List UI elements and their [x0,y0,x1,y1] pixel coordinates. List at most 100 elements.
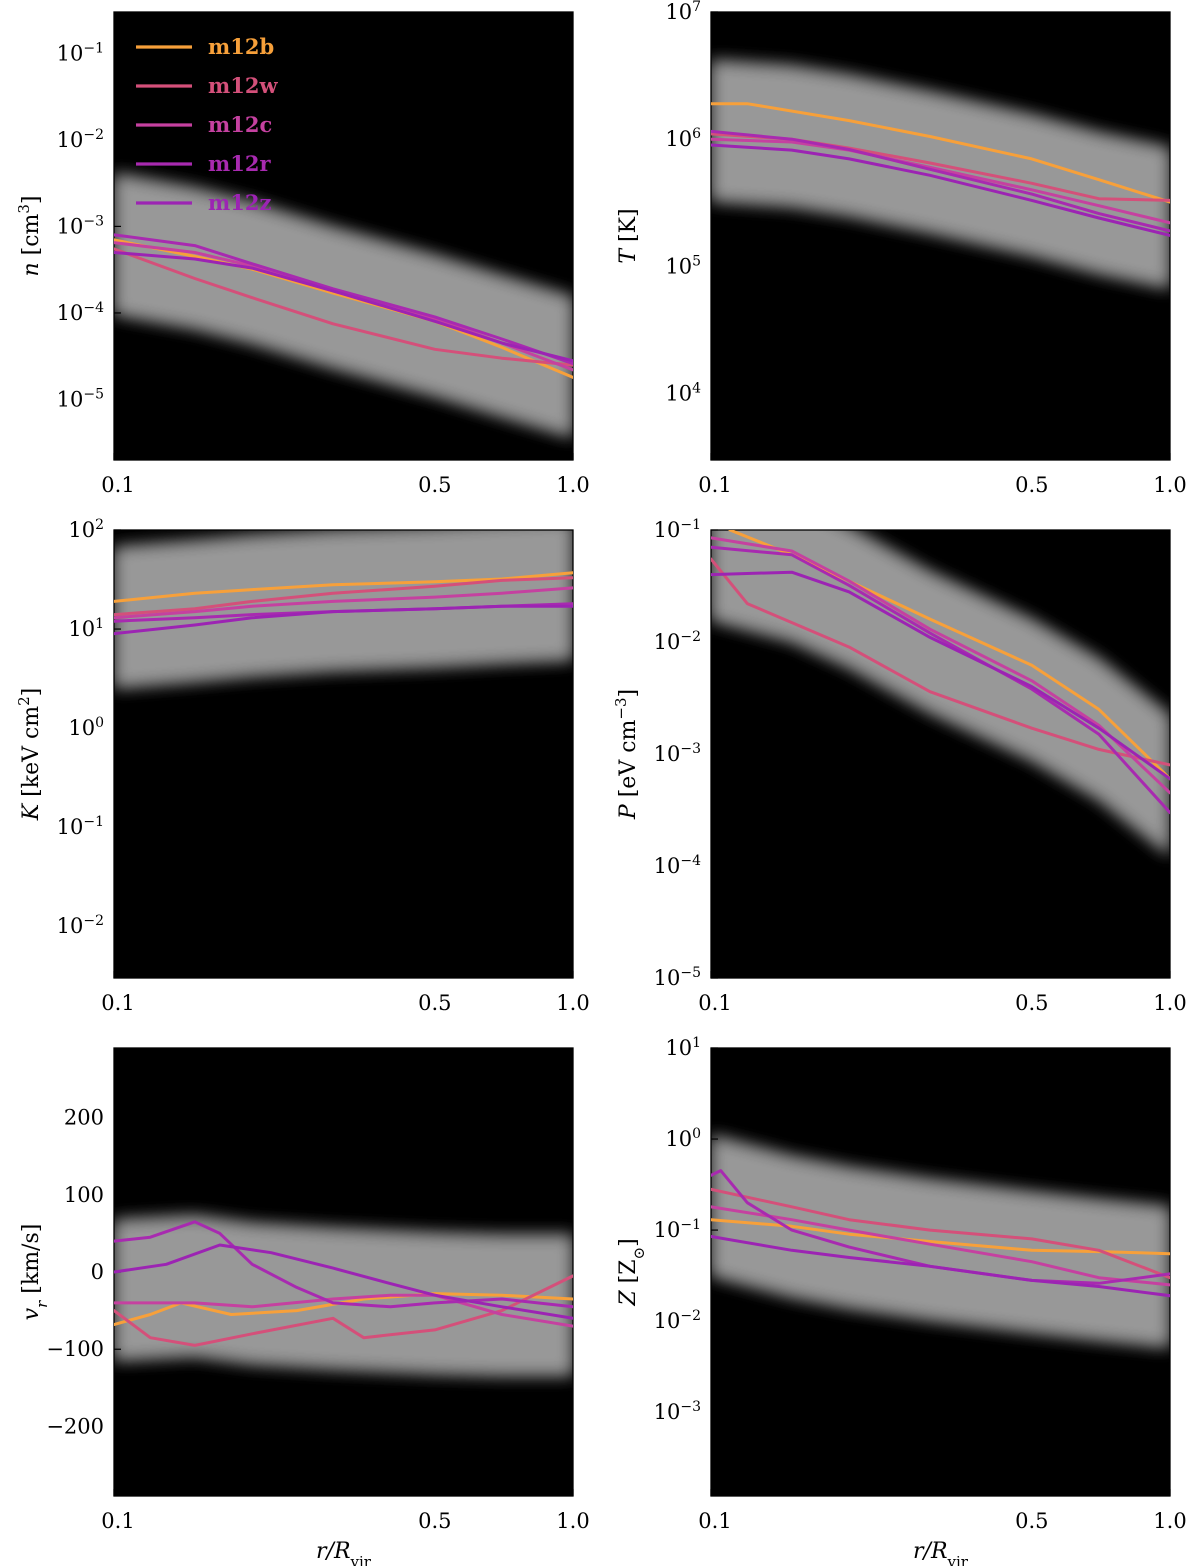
x-tick-label: 0.1 [101,991,134,1015]
series-group [711,102,1170,237]
series-line-m12w [711,557,1170,767]
y-axis-label: P [eV cm−3] [612,689,641,820]
y-tick-label: −200 [46,1414,104,1438]
y-tick-label: 10−2 [654,629,701,654]
y-tick-label: 10−3 [57,213,104,238]
series-line-m12c [711,1205,1170,1287]
legend-entry-m12w: m12w [208,73,278,98]
panel-1: 0.1 0.5 1.0 10−5 10−4 10−3 10−2 10−1 n [cm3] m12b… [15,11,590,497]
series-group [711,530,1170,815]
y-axis-label: Z [Z⊙] [616,1238,648,1306]
series-line-m12b [114,1292,573,1326]
x-tick-label: 0.5 [1015,473,1048,497]
series-line-m12r [711,1169,1170,1285]
legend-entry-m12r: m12r [208,151,271,176]
x-axis-label: r/Rvir [913,1539,969,1566]
x-tick-label: 1.0 [1153,991,1186,1015]
series-group [114,571,573,636]
y-tick-label: 100 [68,715,104,740]
x-tick-label: 0.1 [101,473,134,497]
legend-entry-m12b: m12b [208,34,274,59]
density-map [711,1048,1170,1496]
series-line-m12c [114,586,573,620]
x-tick-label: 1.0 [556,1509,589,1533]
series-group [114,233,573,379]
y-tick-label: 101 [68,616,104,641]
series-line-m12z [711,1235,1170,1298]
y-tick-label: 101 [665,1035,701,1060]
axes-frame [710,1047,1171,1497]
y-tick-label: 10−1 [57,40,104,65]
y-tick-label: 10−4 [57,300,104,325]
density-map [711,530,1170,978]
y-tick-label: 104 [665,381,701,406]
y-axis-label: K [keV cm2] [15,688,44,822]
y-tick-label: 10−3 [654,1399,701,1424]
x-tick-label: 0.1 [698,473,731,497]
series-line-m12z [711,143,1170,237]
x-tick-label: 0.1 [101,1509,134,1533]
y-tick-label: 105 [665,253,701,278]
y-tick-label: 0 [91,1260,104,1284]
y-tick-label: 10−3 [654,741,701,766]
series-line-m12w [114,576,573,617]
series-line-m12r [114,1220,573,1309]
legend-entry-m12c: m12c [208,112,272,137]
y-tick-label: 100 [665,1126,701,1151]
y-tick-label: 10−2 [57,913,104,938]
series-line-m12w [711,1187,1170,1280]
series-line-m12b [711,102,1170,204]
y-tick-label: 10−4 [654,853,701,878]
y-axis-label: T [K] [616,208,641,263]
series-line-m12c [114,1293,573,1328]
panel-6: 0.1 0.5 1.0 10−3 10−2 10−1 100 101 Z [Z⊙] r/Rvir [616,1035,1187,1566]
y-tick-label: 10−5 [57,387,104,412]
x-tick-label: 1.0 [1153,473,1186,497]
series-line-m12z [114,1243,573,1320]
y-tick-label: 10−2 [57,127,104,152]
x-tick-label: 0.1 [698,1509,731,1533]
y-tick-label: 102 [68,517,104,542]
y-tick-label: −100 [46,1337,104,1361]
x-tick-label: 1.0 [556,991,589,1015]
series-group [711,1169,1170,1298]
density-map [114,12,573,460]
x-tick-label: 0.5 [1015,1509,1048,1533]
panel-5: 0.1 0.5 1.0 −200 −100 0 100 200 vr [km/s] r/Rvir [19,1047,590,1566]
x-axis-label: r/Rvir [316,1539,372,1566]
y-tick-label: 10−5 [654,965,701,990]
y-tick-label: 100 [64,1183,104,1207]
x-tick-label: 0.5 [418,991,451,1015]
series-line-m12r [711,545,1170,815]
series-line-m12c [711,536,1170,795]
x-tick-label: 0.5 [418,473,451,497]
series-line-m12r [114,233,573,366]
y-tick-label: 10−1 [57,814,104,839]
panel-4: 0.1 0.5 1.0 10−5 10−4 10−3 10−2 10−1 P [eV cm−3] [612,517,1187,1015]
density-map [114,530,573,978]
series-line-m12z [711,570,1170,781]
x-tick-label: 0.5 [1015,991,1048,1015]
series-line-m12b [114,238,573,379]
y-axis-label: n [cm3] [15,195,44,276]
series-line-m12c [711,137,1170,225]
series-line-m12z [114,251,573,363]
x-tick-label: 1.0 [556,473,589,497]
legend-entry-m12z: m12z [208,190,271,215]
y-tick-label: 106 [665,126,701,151]
y-tick-label: 10−1 [654,517,701,542]
y-axis-label: vr [km/s] [19,1224,51,1321]
x-tick-label: 0.5 [418,1509,451,1533]
legend: m12b m12w m12c m12r m12z [136,34,278,215]
x-tick-label: 0.1 [698,991,731,1015]
series-line-m12w [114,1274,573,1347]
y-tick-label: 107 [665,0,701,24]
series-line-m12z [114,604,573,636]
y-tick-label: 200 [64,1106,104,1130]
panel-2: 0.1 0.5 1.0 104 105 106 107 T [K] [616,0,1187,497]
series-line-m12w [114,247,573,367]
y-tick-label: 10−1 [654,1217,701,1242]
axes-frame [113,529,574,979]
series-group [114,1220,573,1347]
